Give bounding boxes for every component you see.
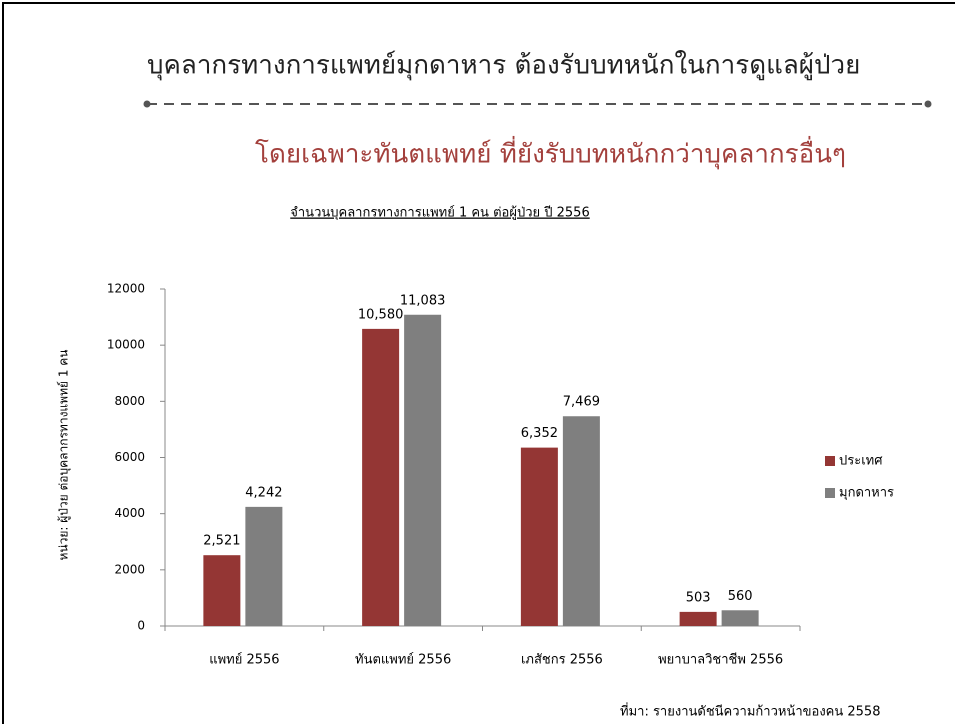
- divider-dot: [143, 100, 151, 108]
- y-tick-label: 4000: [114, 506, 145, 520]
- x-tick-label: พยาบาลวิชาชีพ 2556: [658, 652, 783, 668]
- value-label: 2,521: [203, 534, 240, 549]
- value-label: 6,352: [521, 426, 558, 441]
- legend-swatch: [825, 488, 835, 498]
- value-label: 11,083: [400, 293, 446, 308]
- bar: [679, 611, 717, 626]
- bar: [721, 610, 759, 626]
- chart-title: จำนวนบุคลากรทางการแพทย์ 1 คน ต่อผู้ป่วย …: [290, 205, 589, 221]
- y-tick-label: 0: [137, 619, 145, 633]
- bar: [203, 555, 241, 626]
- x-tick-label: แพทย์ 2556: [209, 652, 279, 668]
- bar: [245, 506, 283, 626]
- bar: [404, 314, 442, 626]
- legend-swatch: [825, 456, 835, 466]
- y-tick-label: 12000: [107, 282, 145, 296]
- legend-label: มุกดาหาร: [839, 486, 894, 501]
- divider-dot: [924, 100, 932, 108]
- source: ที่มา: รายงานดัชนีความก้าวหน้าของคน 2558: [620, 703, 880, 720]
- y-tick-label: 6000: [114, 450, 145, 464]
- y-axis-label: หน่วย: ผู้ป่วย ต่อบุคลากรทางแพทย์ 1 คน: [57, 349, 72, 560]
- y-tick-label: 10000: [107, 338, 145, 352]
- value-label: 503: [686, 590, 711, 605]
- legend-label: ประเทศ: [839, 454, 883, 469]
- bar: [520, 447, 558, 626]
- value-label: 7,469: [563, 395, 600, 410]
- title: บุคลากรทางการแพทย์มุกดาหาร ต้องรับบทหนัก…: [147, 51, 860, 81]
- value-label: 10,580: [358, 307, 404, 322]
- y-tick-label: 8000: [114, 394, 145, 408]
- value-label: 560: [728, 589, 753, 604]
- value-label: 4,242: [245, 485, 282, 500]
- subtitle: โดยเฉพาะทันตแพทย์ ที่ยังรับบทหนักกว่าบุค…: [255, 136, 846, 170]
- bar: [562, 416, 600, 626]
- bar: [362, 328, 400, 626]
- x-tick-label: เภสัชกร 2556: [521, 653, 603, 668]
- x-tick-label: ทันตแพทย์ 2556: [355, 652, 451, 668]
- y-tick-label: 2000: [114, 562, 145, 576]
